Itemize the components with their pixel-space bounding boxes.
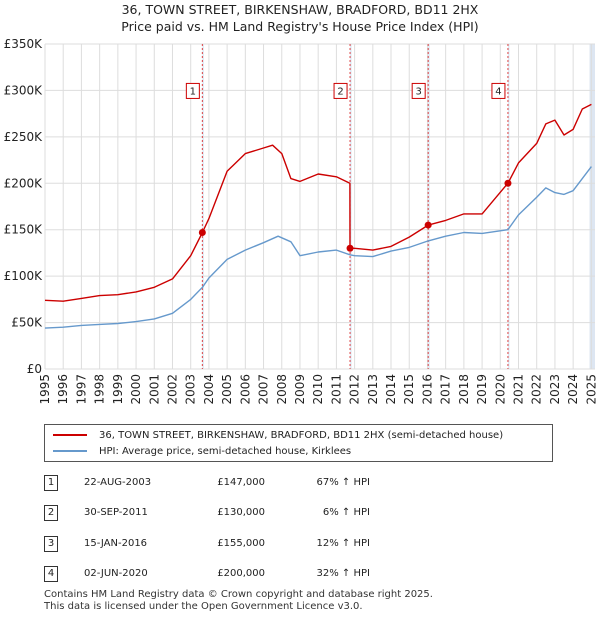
series-line-property <box>44 103 592 302</box>
y-tick-label: £100K <box>4 269 44 283</box>
transaction-price: £200,000 <box>217 568 265 579</box>
marker-badge <box>333 82 348 99</box>
x-tick-label: 2021 <box>512 374 526 405</box>
legend-item-property: 36, TOWN STREET, BIRKENSHAW, BRADFORD, B… <box>53 428 503 442</box>
x-tick-label: 2001 <box>147 374 161 405</box>
marker-badge <box>491 82 506 99</box>
x-tick-label: 1995 <box>38 374 52 405</box>
price-chart: 1 2 3 4 £0 £50K £100K £150K £200K £250K £300K £350K… <box>4 37 599 405</box>
shaded-period <box>202 44 204 369</box>
transaction-badge: 4 <box>44 566 58 582</box>
transaction-date: 02-JUN-2020 <box>84 568 148 579</box>
x-tick-label: 2022 <box>530 374 544 405</box>
transaction-date: 30-SEP-2011 <box>84 507 148 518</box>
x-tick-label: 2019 <box>475 374 489 405</box>
x-tick-label: 2000 <box>129 374 143 405</box>
transaction-date: 15-JAN-2016 <box>84 538 148 549</box>
y-tick-label: £50K <box>11 316 43 330</box>
shaded-period <box>350 44 352 369</box>
transaction-price: £130,000 <box>217 507 265 518</box>
x-tick-label: 2007 <box>257 374 271 405</box>
x-tick-label: 2002 <box>165 374 179 405</box>
x-tick-label: 2016 <box>420 374 434 405</box>
x-tick-label: 2023 <box>548 374 562 405</box>
marker-label: 2 <box>337 86 343 97</box>
marker-label: 4 <box>495 86 501 97</box>
chart-subtitle: Price paid vs. HM Land Registry's House … <box>121 19 479 34</box>
x-tick-label: 1996 <box>56 374 70 405</box>
x-tick-label: 2018 <box>457 374 471 405</box>
shaded-period <box>428 44 430 369</box>
x-tick-label: 2013 <box>366 374 380 405</box>
x-tick-label: 2005 <box>220 374 234 405</box>
footer-licence: This data is licensed under the Open Gov… <box>44 601 363 612</box>
sale-point <box>198 229 206 236</box>
x-tick-label: 2006 <box>238 374 252 405</box>
y-tick-label: £150K <box>4 223 44 237</box>
x-tick-label: 2004 <box>202 374 216 405</box>
x-tick-label: 2024 <box>566 374 580 405</box>
legend-swatch-hpi <box>53 450 87 452</box>
transaction-price: £155,000 <box>217 538 265 549</box>
shaded-period <box>507 44 510 369</box>
x-tick-label: 2012 <box>348 374 362 405</box>
marker-badge <box>411 82 426 99</box>
sale-point <box>504 179 512 187</box>
transaction-badge: 3 <box>44 536 58 552</box>
transaction-price: £147,000 <box>217 477 265 488</box>
marker-badge <box>185 82 200 99</box>
legend-label-property: 36, TOWN STREET, BIRKENSHAW, BRADFORD, B… <box>99 429 504 441</box>
y-tick-label: £300K <box>4 83 44 97</box>
plot-area <box>45 44 595 369</box>
transaction-badge: 2 <box>44 505 58 521</box>
transaction-badge: 1 <box>44 475 58 491</box>
transaction-hpi-change: 32% ↑ HPI <box>316 568 370 579</box>
x-tick-label: 2017 <box>439 374 453 405</box>
legend-label-hpi: HPI: Average price, semi-detached house,… <box>99 445 352 457</box>
x-tick-label: 1999 <box>111 374 125 405</box>
x-tick-label: 2025 <box>584 374 598 405</box>
x-tick-label: 2015 <box>402 374 416 405</box>
x-tick-label: 2010 <box>311 374 325 405</box>
y-tick-label: £350K <box>4 37 44 51</box>
x-tick-label: 2011 <box>329 374 343 405</box>
x-tick-label: 1998 <box>93 374 107 405</box>
sale-point <box>424 221 432 229</box>
x-tick-label: 2003 <box>184 374 198 405</box>
sale-point <box>346 244 354 252</box>
transaction-hpi-change: 67% ↑ HPI <box>316 477 370 488</box>
legend-swatch-property <box>53 434 87 436</box>
y-tick-label: £250K <box>4 130 44 144</box>
x-tick-label: 2014 <box>384 374 398 405</box>
series-line-hpi <box>44 166 592 329</box>
x-tick-label: 2009 <box>293 374 307 405</box>
marker-label: 1 <box>190 86 196 97</box>
footer-copyright: Contains HM Land Registry data © Crown c… <box>44 589 433 600</box>
x-tick-label: 1997 <box>74 374 88 405</box>
chart-title: 36, TOWN STREET, BIRKENSHAW, BRADFORD, B… <box>121 2 479 17</box>
legend-item-hpi: HPI: Average price, semi-detached house,… <box>53 444 351 458</box>
x-tick-label: 2020 <box>493 374 507 405</box>
shaded-period <box>589 44 595 369</box>
legend: 36, TOWN STREET, BIRKENSHAW, BRADFORD, B… <box>44 424 553 462</box>
marker-label: 3 <box>415 86 421 97</box>
transaction-hpi-change: 6% ↑ HPI <box>322 507 370 518</box>
y-tick-label: £0 <box>27 362 42 376</box>
y-tick-label: £200K <box>4 176 44 190</box>
transaction-date: 22-AUG-2003 <box>84 477 152 488</box>
x-tick-label: 2008 <box>275 374 289 405</box>
transaction-hpi-change: 12% ↑ HPI <box>316 538 370 549</box>
